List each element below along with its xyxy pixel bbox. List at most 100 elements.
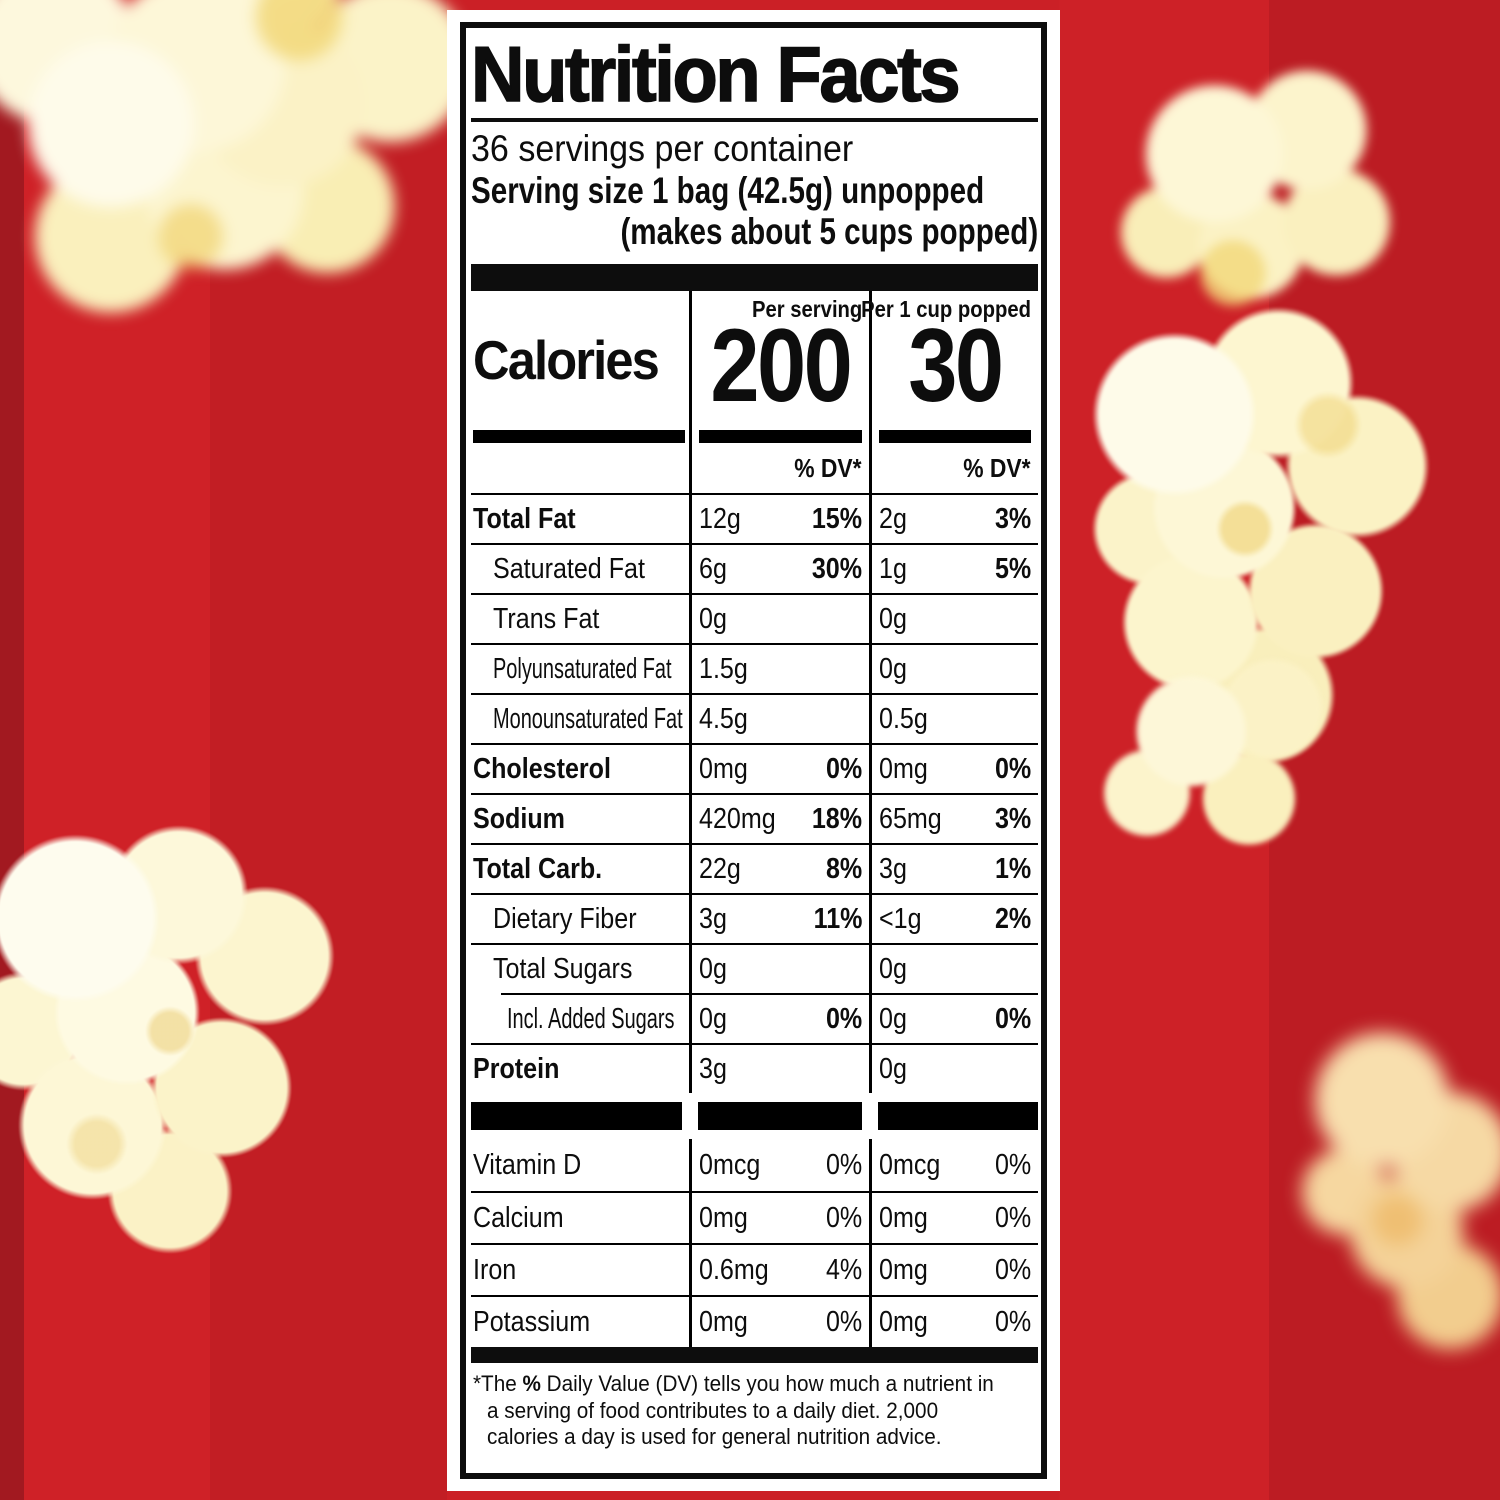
- nutrient-row: Sodium 420mg 18% 65mg 3%: [471, 793, 1038, 844]
- nutrient-label: Sodium: [473, 802, 565, 835]
- nutrient-row: Total Carb. 22g 8% 3g 1%: [471, 843, 1038, 894]
- nutrient-name-cell: Sodium: [471, 793, 689, 843]
- value-cell-per-serving: 0mg 0%: [689, 1191, 869, 1244]
- dv-value: 0%: [994, 752, 1031, 785]
- bar-segment: [471, 1102, 682, 1131]
- value-cell-per-cup: 0g: [869, 643, 1038, 694]
- dv-value: 30%: [811, 552, 862, 585]
- dv-value: 4%: [825, 1253, 862, 1286]
- vitamin-label: Vitamin D: [473, 1148, 582, 1181]
- amount-value: 0g: [879, 652, 907, 685]
- nutrient-row: Saturated Fat 6g 30% 1g 5%: [471, 543, 1038, 594]
- value-cell-per-serving: 0.6mg 4%: [689, 1243, 869, 1296]
- footnote-line-1: *The % Daily Value (DV) tells you how mu…: [473, 1371, 994, 1397]
- dv-value: 8%: [825, 852, 862, 885]
- value-cell-per-serving: 6g 30%: [689, 543, 869, 594]
- amount-value: 0g: [699, 1002, 727, 1035]
- value-cell-per-serving: 420mg 18%: [689, 793, 869, 844]
- calories-underline-bar: [879, 430, 1031, 444]
- vitamin-label: Calcium: [473, 1201, 564, 1234]
- vitamin-name-cell: Vitamin D: [471, 1139, 689, 1191]
- nutrient-name-cell: Trans Fat: [471, 593, 689, 643]
- vitamin-name-cell: Calcium: [471, 1191, 689, 1243]
- value-cell-per-cup: 0mg 0%: [869, 1295, 1038, 1348]
- value-cell-per-serving: 4.5g: [689, 693, 869, 744]
- amount-value: 3g: [879, 852, 907, 885]
- value-cell-per-cup: 0g: [869, 1043, 1038, 1094]
- value-cell-per-cup: 0mcg 0%: [869, 1139, 1038, 1192]
- vitamin-row: Potassium 0mg 0% 0mg 0%: [471, 1295, 1038, 1348]
- dv-value: 0%: [994, 1002, 1031, 1035]
- amount-value: 0g: [879, 602, 907, 635]
- value-cell-per-serving: 3g 11%: [689, 893, 869, 944]
- calories-section: Calories Per serving 200 Per 1 cup poppe…: [471, 291, 1038, 444]
- nutrient-label: Cholesterol: [473, 752, 611, 785]
- nutrition-label: Nutrition Facts 36 servings per containe…: [447, 10, 1060, 1491]
- dv-header-serving-cell: % DV*: [689, 443, 869, 494]
- serving-size: Serving size 1 bag (42.5g) unpopped: [471, 169, 985, 211]
- dv-value: 3%: [994, 502, 1031, 535]
- per-cup-header: Per 1 cup popped: [861, 296, 1031, 323]
- bar-segment: [878, 1102, 1038, 1131]
- amount-value: 6g: [699, 552, 727, 585]
- calories-per-cup-cell: Per 1 cup popped 30: [861, 291, 1038, 444]
- servings-per-container: 36 servings per container: [471, 128, 854, 170]
- vitamin-rows: Vitamin D 0mcg 0% 0mcg 0% Calcium 0mg 0% 0mg 0% Ir…: [471, 1139, 1038, 1348]
- dv-value: 0%: [994, 1253, 1031, 1286]
- amount-value: 0g: [879, 1002, 907, 1035]
- vitamin-row: Vitamin D 0mcg 0% 0mcg 0%: [471, 1139, 1038, 1192]
- amount-value: 1g: [879, 552, 907, 585]
- dv-value: 0%: [825, 1201, 862, 1234]
- dv-value: 0%: [994, 1305, 1031, 1338]
- calories-per-serving-cell: Per serving 200: [689, 291, 869, 444]
- amount-value: 0mcg: [879, 1148, 941, 1181]
- amount-value: 0mg: [699, 1201, 748, 1234]
- per-serving-header: Per serving: [751, 296, 862, 323]
- amount-value: 0mg: [879, 752, 928, 785]
- thick-divider-bar: [471, 264, 1038, 292]
- popcorn-image: [1050, 300, 1465, 820]
- vitamin-row: Iron 0.6mg 4% 0mg 0%: [471, 1243, 1038, 1296]
- value-cell-per-cup: 0g: [869, 593, 1038, 644]
- nutrient-name-cell: Polyunsaturated Fat: [471, 643, 689, 693]
- nutrient-label: Trans Fat: [493, 602, 600, 635]
- amount-value: 22g: [699, 852, 741, 885]
- calories-per-serving-value: 200: [710, 308, 853, 425]
- nutrient-label: Total Carb.: [473, 852, 603, 885]
- amount-value: 1.5g: [699, 652, 748, 685]
- value-cell-per-cup: 0.5g: [869, 693, 1038, 744]
- dv-header-row: % DV* % DV*: [471, 443, 1038, 494]
- popcorn-image: [0, 0, 510, 420]
- dv-value: 0%: [994, 1201, 1031, 1234]
- popcorn-image: [1258, 1000, 1500, 1400]
- amount-value: 4.5g: [699, 702, 748, 735]
- dv-value: 18%: [811, 802, 862, 835]
- bar-segment-cell: [689, 1093, 869, 1139]
- footnote-line-3: calories a day is used for general nutri…: [487, 1423, 942, 1449]
- section-divider-bar-row: [471, 1093, 1038, 1139]
- value-cell-per-cup: 65mg 3%: [869, 793, 1038, 844]
- value-cell-per-serving: 0mg 0%: [689, 743, 869, 794]
- value-cell-per-serving: 0g 0%: [689, 993, 869, 1044]
- dv-header-label: % DV*: [794, 452, 862, 483]
- value-cell-per-serving: 22g 8%: [689, 843, 869, 894]
- nutrient-label: Incl. Added Sugars: [507, 1002, 675, 1035]
- amount-value: 3g: [699, 1052, 727, 1085]
- nutrient-name-cell: Monounsaturated Fat: [471, 693, 689, 743]
- amount-value: 0.5g: [879, 702, 928, 735]
- vitamin-row: Calcium 0mg 0% 0mg 0%: [471, 1191, 1038, 1244]
- value-cell-per-serving: 0g: [689, 593, 869, 644]
- amount-value: 0mg: [879, 1253, 928, 1286]
- amount-value: 0mcg: [699, 1148, 761, 1181]
- dv-value: 0%: [825, 752, 862, 785]
- nutrient-rows: Total Fat 12g 15% 2g 3% Saturated Fat 6g 30% 1g 5…: [471, 493, 1038, 1094]
- amount-value: 420mg: [699, 802, 776, 835]
- value-cell-per-cup: <1g 2%: [869, 893, 1038, 944]
- bar-segment-cell: [869, 1093, 1038, 1139]
- value-cell-per-serving: 1.5g: [689, 643, 869, 694]
- popcorn-image: [1062, 625, 1402, 905]
- value-cell-per-serving: 0mcg 0%: [689, 1139, 869, 1192]
- value-cell-per-cup: 0g 0%: [869, 993, 1038, 1044]
- amount-value: 0.6mg: [699, 1253, 769, 1286]
